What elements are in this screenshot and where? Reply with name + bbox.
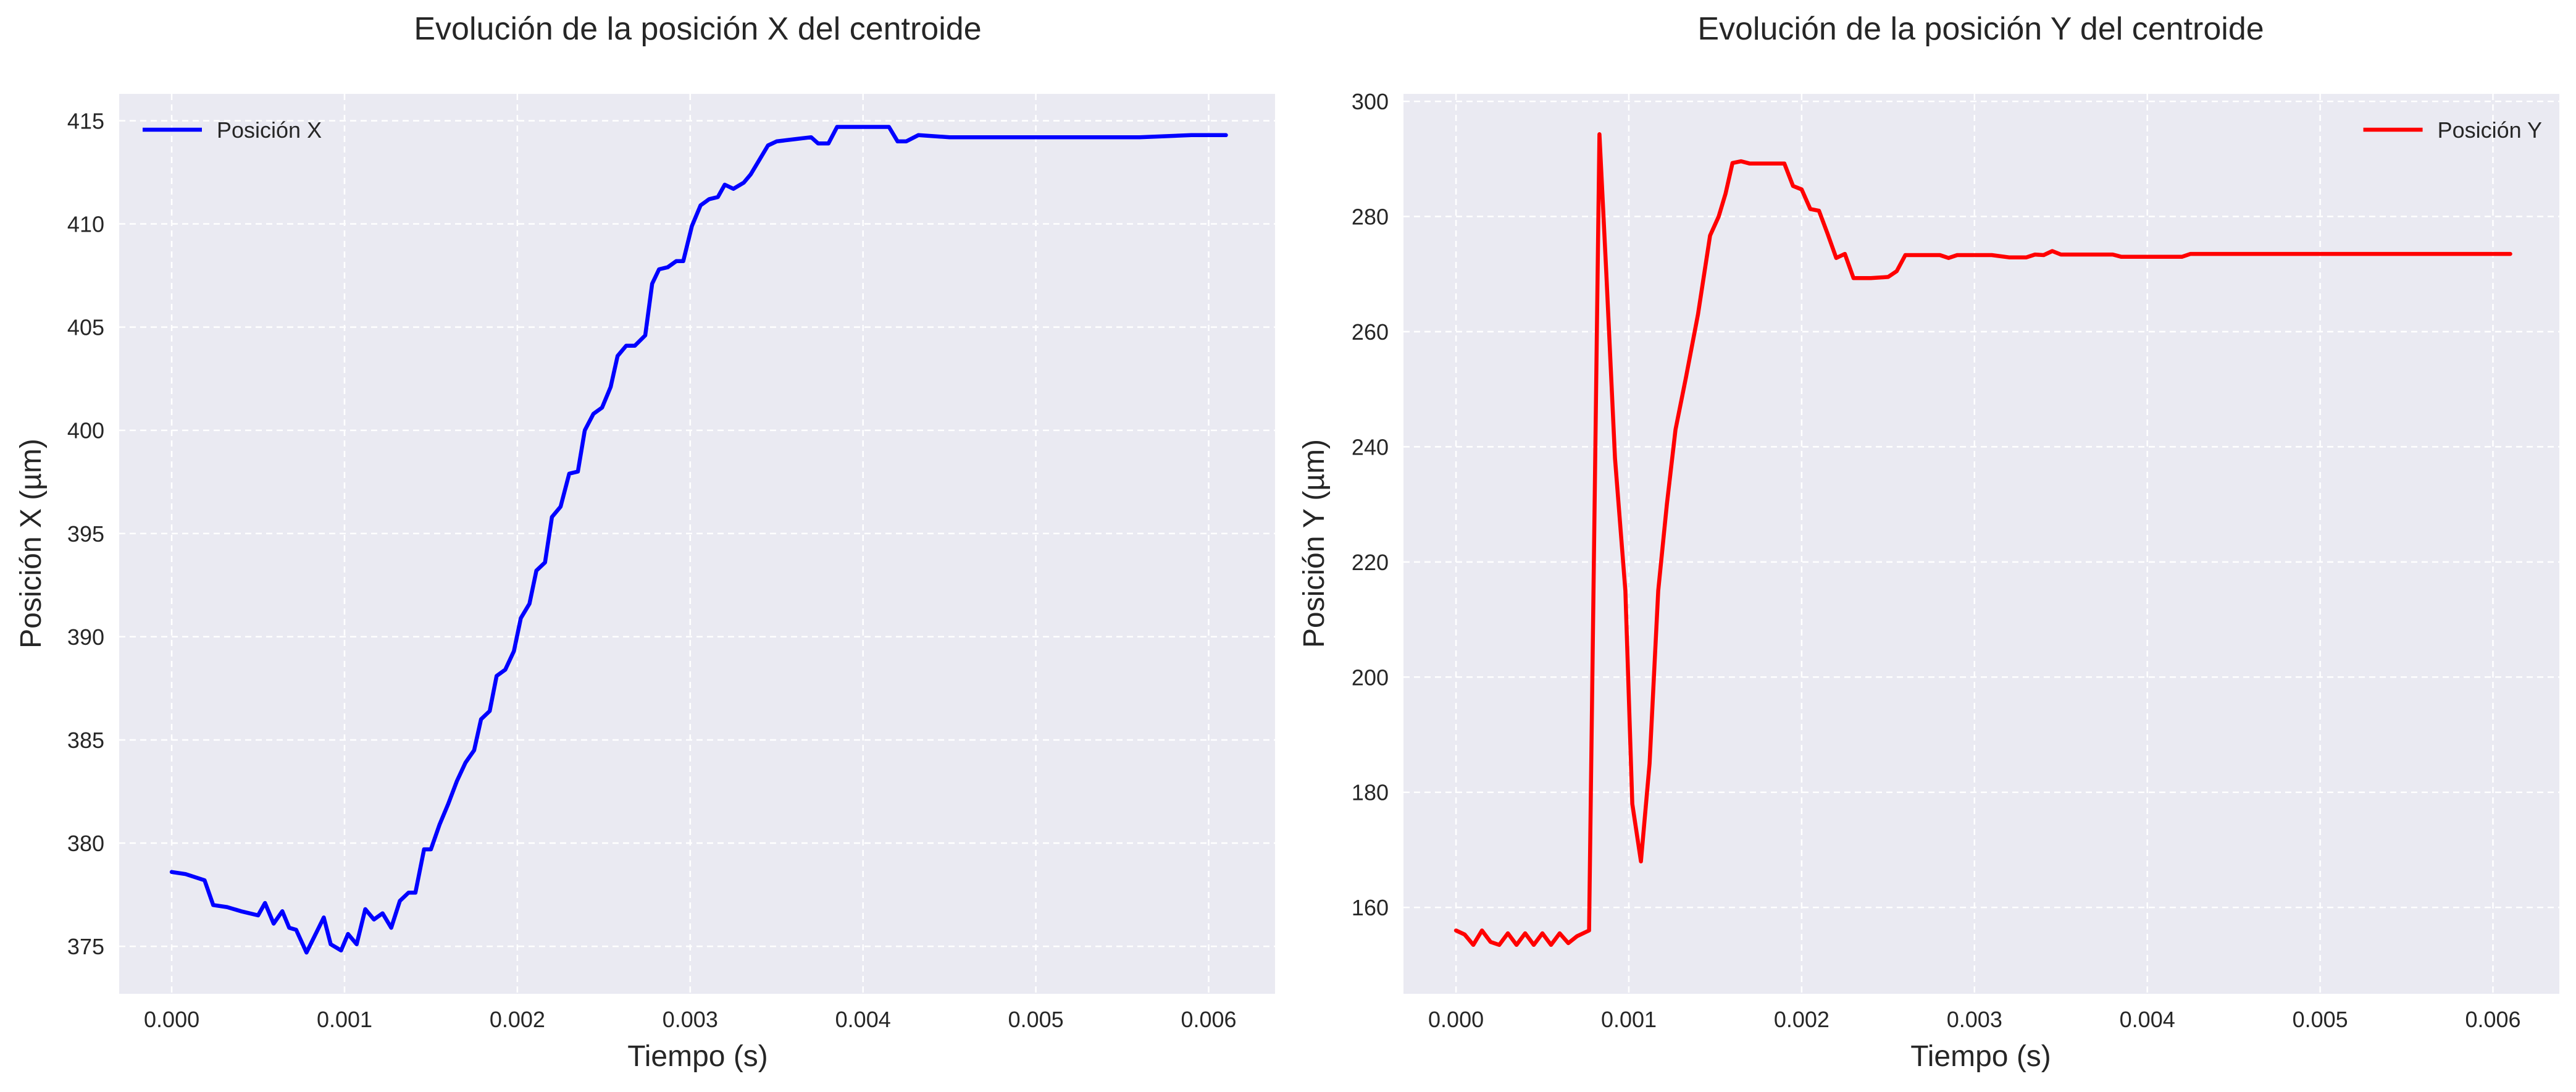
y-tick-label: 410: [67, 212, 104, 237]
y-tick-label: 395: [67, 521, 104, 547]
chart-y-position: Evolución de la posición Y del centroide…: [1298, 11, 2559, 1073]
y-tick-label: 385: [67, 728, 104, 753]
y-tick-label: 405: [67, 315, 104, 340]
y-tick-label: 160: [1352, 895, 1389, 920]
y-tick-label: 415: [67, 108, 104, 133]
x-tick-label: 0.001: [1601, 1007, 1657, 1032]
series-line: [169, 125, 1228, 955]
x-tick-label: 0.006: [2465, 1007, 2520, 1032]
chart-title: Evolución de la posición X del centroide: [414, 11, 981, 47]
x-tick-label: 0.002: [1774, 1007, 1830, 1032]
plot-area: 0.000 0.001 0.002 0.003 0.004 0.005 0.006 160 18…: [1352, 89, 2559, 1032]
y-tick-label: 300: [1352, 89, 1389, 114]
y-tick-label: 375: [67, 934, 104, 959]
x-axis-label: Tiempo (s): [1910, 1040, 2051, 1073]
y-tick-label: 220: [1352, 550, 1389, 575]
y-tick-label: 240: [1352, 434, 1389, 460]
y-tick-label: 400: [67, 418, 104, 443]
x-tick-label: 0.005: [2293, 1007, 2348, 1032]
plot-area: 0.000 0.001 0.002 0.003 0.004 0.005 0.006 375 38…: [67, 94, 1275, 1032]
plot-background: [119, 94, 1275, 994]
y-axis-label: Posición X (µm): [15, 439, 48, 649]
x-axis-label: Tiempo (s): [627, 1040, 768, 1073]
x-tick-label: 0.003: [1947, 1007, 2002, 1032]
x-tick-label: 0.002: [490, 1007, 545, 1032]
y-tick-label: 380: [67, 831, 104, 856]
x-tick-label: 0.006: [1181, 1007, 1236, 1032]
series-line: [1453, 132, 2512, 947]
x-tick-label: 0.001: [317, 1007, 372, 1032]
x-tick-label: 0.003: [663, 1007, 718, 1032]
x-tick-label: 0.000: [144, 1007, 199, 1032]
legend-label: Posición X: [217, 117, 322, 143]
chart-title: Evolución de la posición Y del centroide: [1697, 11, 2264, 47]
x-tick-label: 0.000: [1428, 1007, 1484, 1032]
y-axis-label: Posición Y (µm): [1298, 439, 1331, 648]
y-tick-label: 260: [1352, 319, 1389, 345]
chart-x-position: Evolución de la posición X del centroide…: [15, 11, 1275, 1073]
y-tick-label: 200: [1352, 665, 1389, 690]
x-tick-label: 0.004: [2120, 1007, 2175, 1032]
x-tick-label: 0.005: [1008, 1007, 1064, 1032]
y-tick-label: 280: [1352, 204, 1389, 230]
y-tick-label: 390: [67, 624, 104, 650]
y-tick-label: 180: [1352, 780, 1389, 805]
x-tick-label: 0.004: [835, 1007, 891, 1032]
legend-label: Posición Y: [2438, 117, 2542, 143]
plot-background: [1403, 94, 2559, 994]
